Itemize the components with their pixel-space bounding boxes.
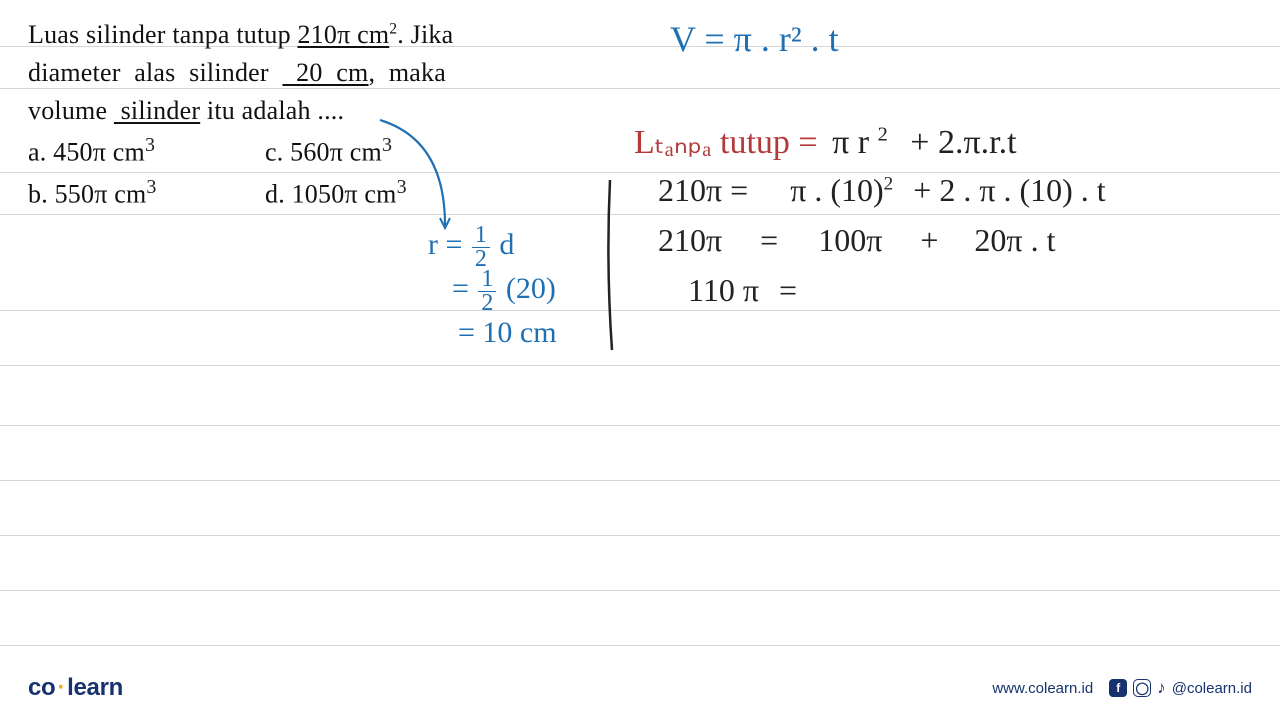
rule-line — [0, 645, 1280, 646]
problem-line2: diameter alas silinder 20 cm, maka — [28, 58, 446, 88]
rule-line — [0, 535, 1280, 536]
rule-line — [0, 365, 1280, 366]
rule-line — [0, 425, 1280, 426]
tiktok-icon: ♪ — [1157, 678, 1166, 698]
rule-line — [0, 480, 1280, 481]
instagram-icon: ◯ — [1133, 679, 1151, 697]
divider-icon — [602, 175, 622, 355]
option-a: a. 450π cm3 — [28, 134, 155, 168]
calc-radius-3: = 10 cm — [458, 316, 557, 350]
site-url: www.colearn.id — [992, 680, 1093, 697]
whiteboard: Luas silinder tanpa tutup 210π cm2. Jika… — [0, 0, 1280, 720]
formula-area: Lₜₐₙₚₐ tutup = π r 2 + 2.π.r.t — [634, 122, 1017, 162]
formula-volume: V = π . r² . t — [670, 18, 839, 60]
calc-area-2: 210π = 100π + 20π . t — [658, 222, 1055, 259]
calc-area-3: 110 π = — [688, 272, 797, 309]
footer: co·learn www.colearn.id f ◯ ♪ @colearn.i… — [28, 674, 1252, 702]
problem-line1: Luas silinder tanpa tutup 210π cm2. Jika — [28, 20, 453, 50]
calc-radius-2: = 12 (20) — [452, 268, 556, 315]
facebook-icon: f — [1109, 679, 1127, 697]
rule-line — [0, 214, 1280, 215]
calc-radius-1: r = 12 d — [428, 224, 514, 271]
brand-logo: co·learn — [28, 674, 123, 702]
option-b: b. 550π cm3 — [28, 176, 157, 210]
problem-line3: volume silinder itu adalah .... — [28, 96, 344, 126]
social-icons: f ◯ ♪ @colearn.id — [1109, 678, 1252, 698]
rule-line — [0, 88, 1280, 89]
calc-area-1: 210π = π . (10)2 + 2 . π . (10) . t — [658, 172, 1106, 209]
rule-line — [0, 310, 1280, 311]
rule-line — [0, 590, 1280, 591]
